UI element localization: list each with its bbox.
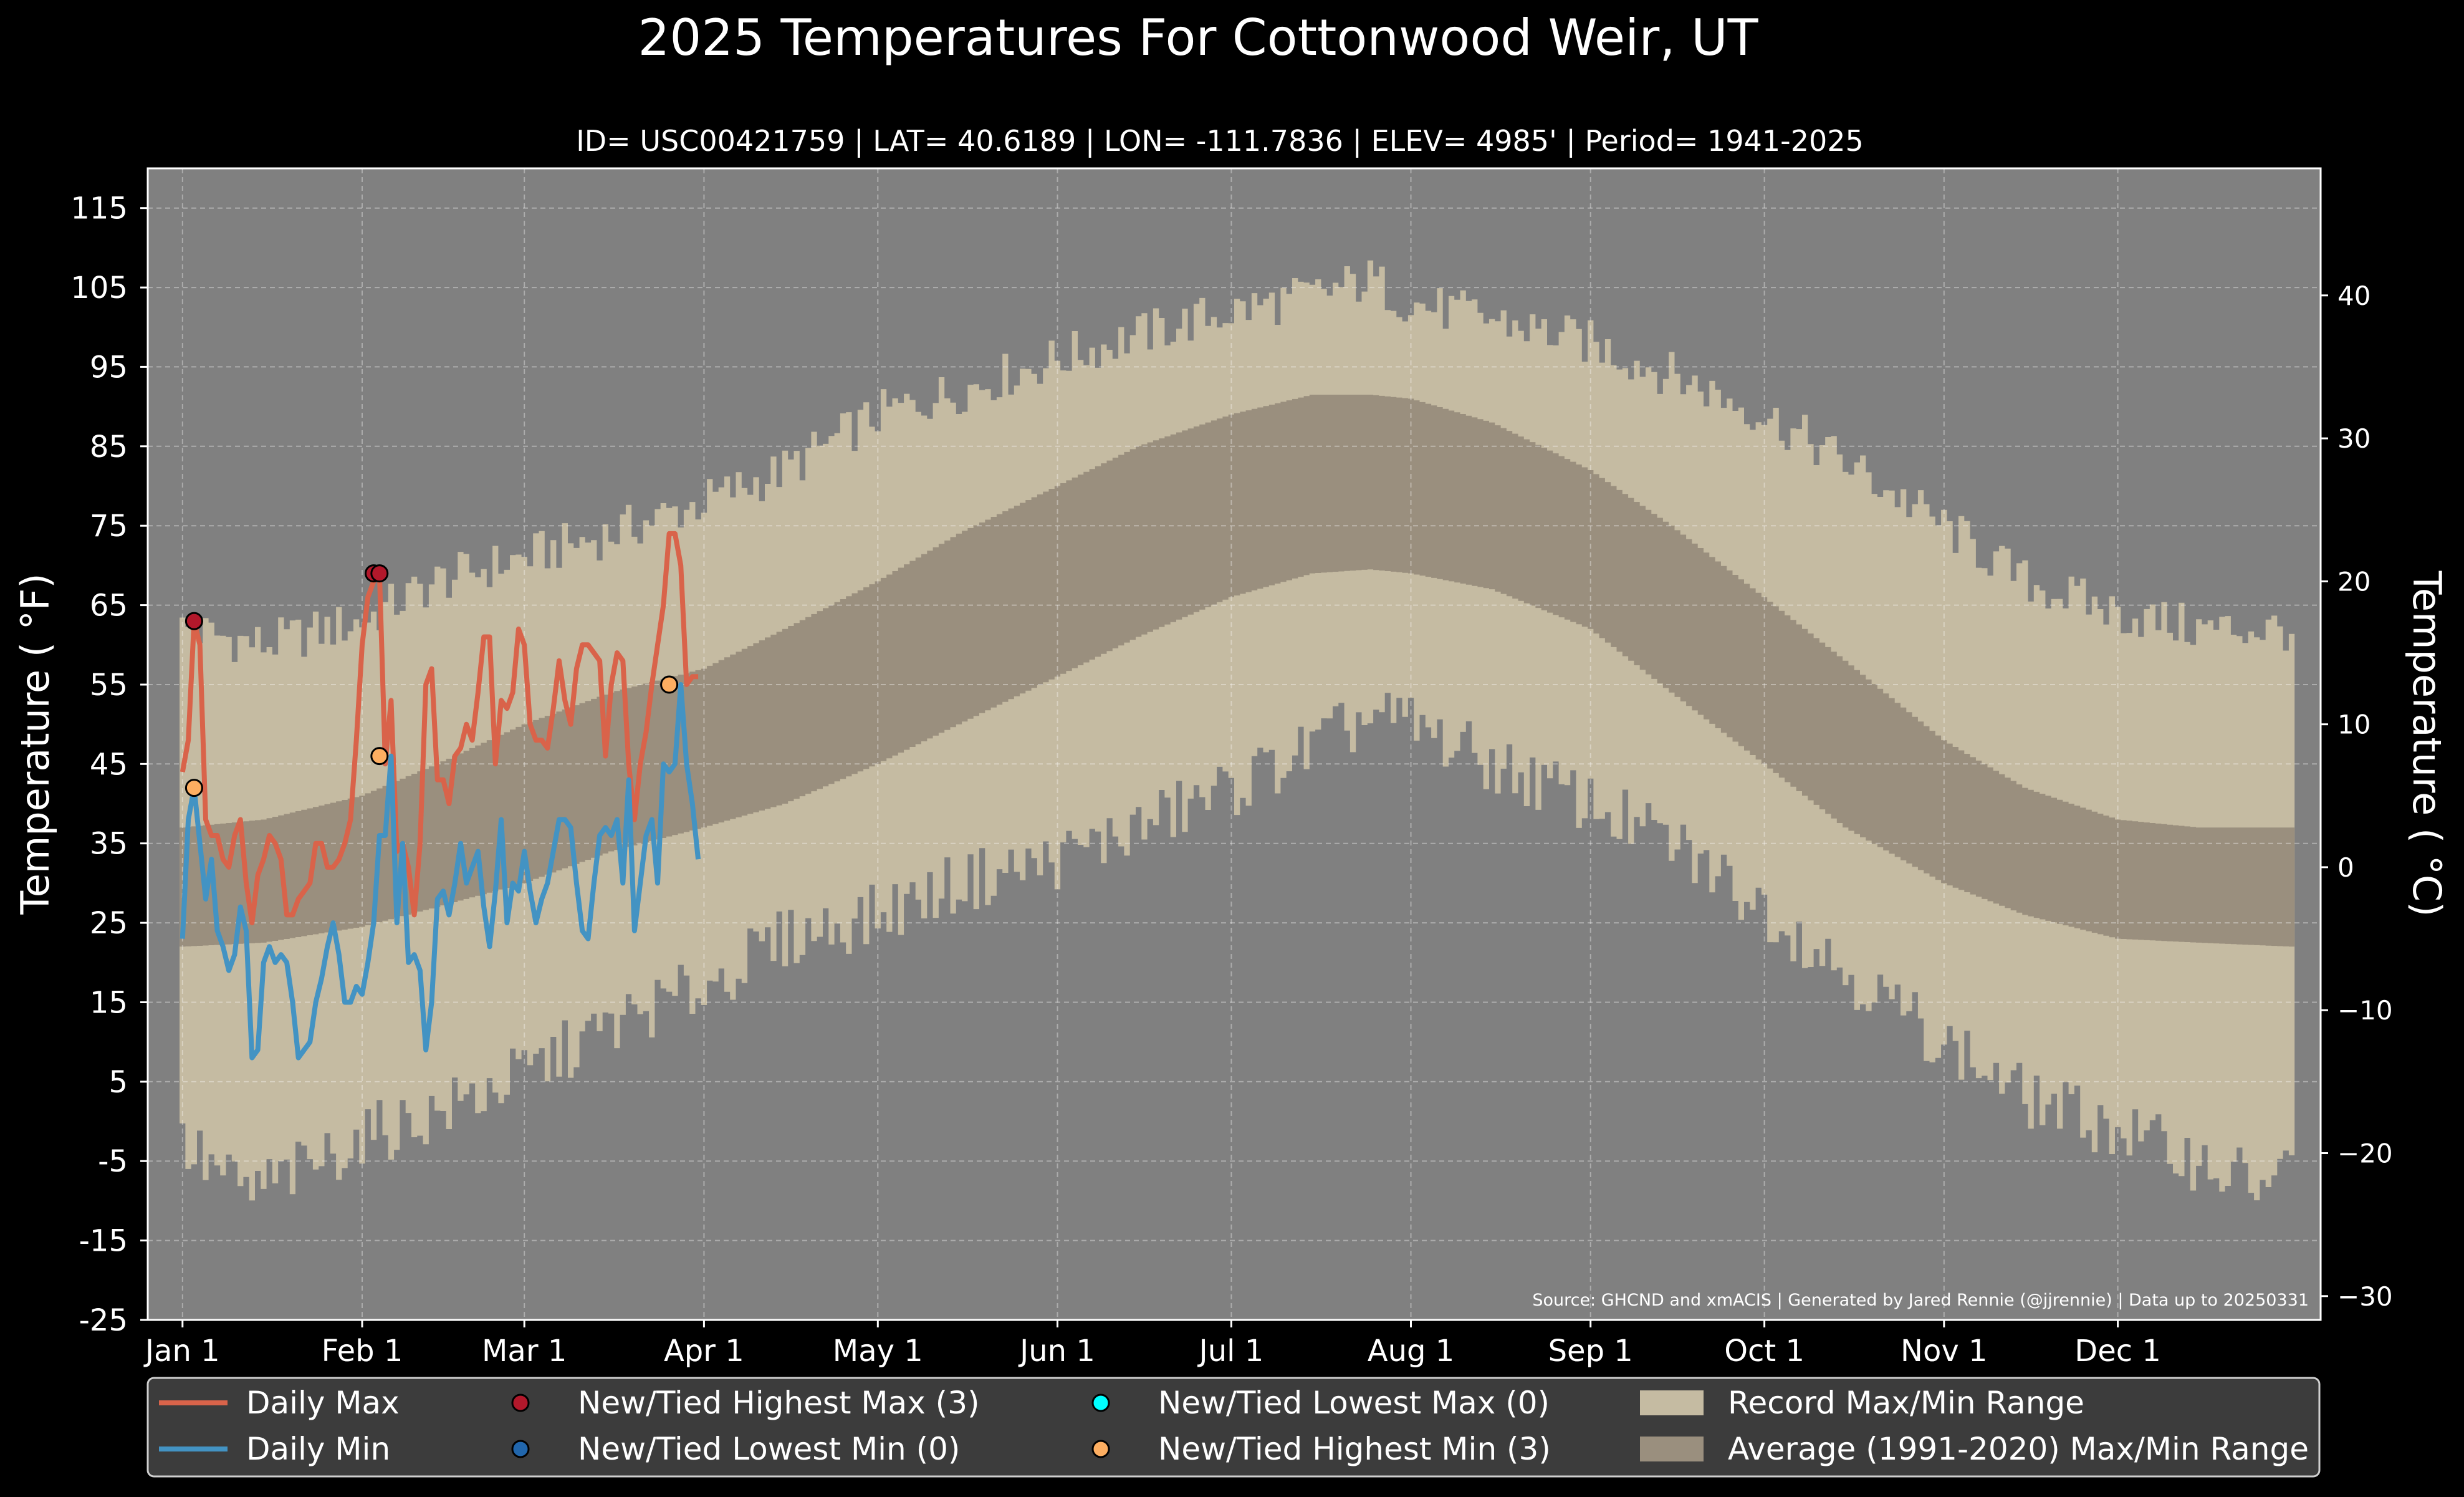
legend-label: New/Tied Highest Min (3)	[1158, 1431, 1551, 1467]
normal-range-band	[180, 395, 2295, 947]
y-tick-label-left: 25	[90, 906, 128, 941]
y-tick-label-left: -5	[98, 1144, 128, 1179]
source-note: Source: GHCND and xmACIS | Generated by …	[1532, 1291, 2309, 1310]
plot-area	[148, 168, 2321, 1321]
x-tick-label: Nov 1	[1901, 1334, 1987, 1369]
record-range-band	[180, 260, 2295, 1201]
x-tick-label: Jan 1	[143, 1334, 220, 1369]
legend-label: Record Max/Min Range	[1728, 1385, 2084, 1421]
y-tick-label-left: 55	[90, 668, 128, 703]
y-tick-label-left: -25	[79, 1303, 128, 1338]
y-tick-label-left: 95	[90, 350, 128, 385]
legend: Daily Max Daily Min New/Tied Highest Max (…	[146, 1377, 2321, 1478]
record-marker-1-1	[185, 612, 203, 630]
daily-min-line	[180, 682, 701, 1061]
x-tick-label: Feb 1	[322, 1334, 403, 1369]
x-tick-label: May 1	[833, 1334, 923, 1369]
legend-label: New/Tied Highest Max (3)	[578, 1385, 980, 1421]
y-tick-label-left: 15	[90, 986, 128, 1021]
y-tick-label-right: −20	[2337, 1138, 2393, 1169]
y-tick-label-left: 5	[108, 1065, 128, 1100]
legend-swatch-5	[1091, 1394, 1110, 1412]
chart-subtitle: ID= USC00421759 | LAT= 40.6189 | LON= -1…	[576, 124, 1864, 158]
y-tick-label-left: 115	[70, 191, 128, 226]
record-marker-4-2	[370, 747, 389, 766]
y-tick-label-left: 35	[90, 827, 128, 862]
record-marker-1-3	[370, 564, 389, 583]
x-tick-label: Apr 1	[664, 1334, 744, 1369]
legend-swatch-4	[511, 1440, 530, 1458]
legend-swatch-7	[1640, 1390, 1704, 1415]
x-tick-label: Oct 1	[1724, 1334, 1805, 1369]
legend-swatch-3	[511, 1394, 530, 1412]
y-tick-label-left: 65	[90, 589, 128, 623]
x-tick-label: Sep 1	[1548, 1334, 1633, 1369]
x-tick-label: Dec 1	[2074, 1334, 2161, 1369]
legend-label: Daily Min	[246, 1431, 390, 1467]
y-tick-label-right: −30	[2337, 1281, 2393, 1312]
record-marker-4-3	[660, 675, 679, 694]
y-tick-label-right: 40	[2337, 281, 2371, 311]
x-tick-label: Aug 1	[1368, 1334, 1455, 1369]
y-tick-label-right: 10	[2337, 710, 2371, 740]
record-marker-4-1	[185, 779, 203, 797]
x-tick-label: Mar 1	[482, 1334, 567, 1369]
x-tick-label: Jun 1	[1018, 1334, 1095, 1369]
y-tick-label-left: 105	[70, 271, 128, 306]
legend-label: Average (1991-2020) Max/Min Range	[1728, 1431, 2309, 1467]
y-axis-label-right: Temperature ( °C)	[2404, 570, 2450, 917]
plot-frame	[146, 167, 2322, 1321]
legend-swatch-8	[1640, 1437, 1704, 1461]
daily-max-line	[180, 531, 699, 926]
legend-box	[146, 1377, 2321, 1478]
legend-label: New/Tied Lowest Max (0)	[1158, 1385, 1550, 1421]
x-tick-label: Jul 1	[1197, 1334, 1264, 1369]
y-axis-label-left: Temperature ( °F)	[12, 573, 58, 915]
y-tick-label-right: −10	[2337, 995, 2393, 1026]
y-tick-label-right: 0	[2337, 852, 2354, 883]
legend-label: Daily Max	[246, 1385, 400, 1421]
legend-swatch-6	[1091, 1440, 1110, 1458]
y-tick-label-left: 45	[90, 747, 128, 782]
legend-label: New/Tied Lowest Min (0)	[578, 1431, 960, 1467]
y-tick-label-right: 30	[2337, 423, 2371, 454]
chart-title: 2025 Temperatures For Cottonwood Weir, U…	[638, 9, 1758, 67]
y-tick-label-left: 85	[90, 430, 128, 465]
y-tick-label-left: 75	[90, 509, 128, 544]
y-tick-label-left: -15	[79, 1224, 128, 1259]
y-tick-label-right: 20	[2337, 566, 2371, 597]
axes: 115 105 95 85 75 65 55 45 35 25 15 5 -5 -15 -25 40 30 20 1…	[70, 167, 2393, 1369]
